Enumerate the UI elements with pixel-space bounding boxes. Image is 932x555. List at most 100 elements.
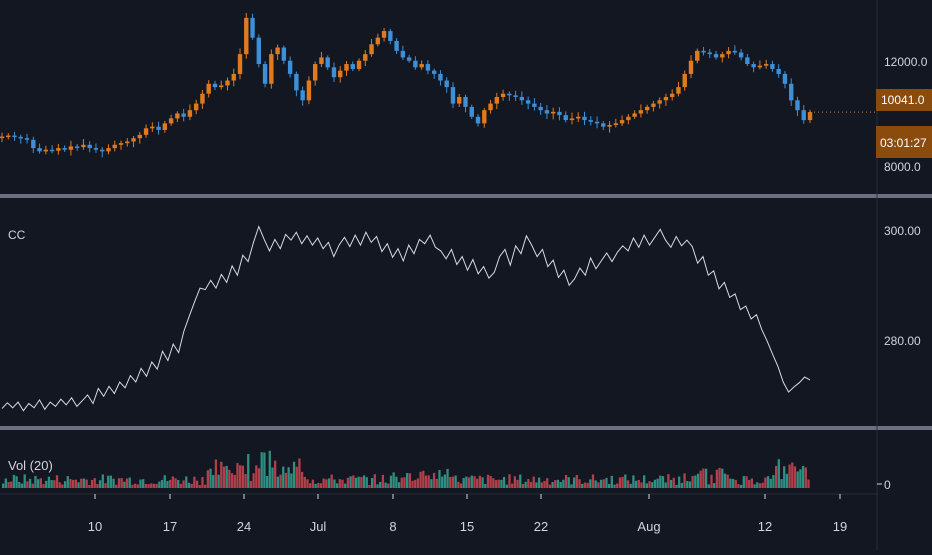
volume-bar [540,482,543,488]
volume-bar [546,478,549,488]
volume-bar [384,482,387,488]
countdown-badge: 03:01:27 [876,126,932,158]
price-candle [106,148,111,152]
volume-bar [90,479,94,488]
price-candle [18,136,23,139]
volume-bar [338,479,341,488]
volume-bar [745,476,748,488]
volume-bar [624,474,627,488]
price-candle [557,111,562,116]
volume-bar [529,481,533,488]
price-candle [100,149,105,152]
volume-bar [158,481,161,488]
price-candle [770,64,775,69]
volume-bar [125,478,129,488]
volume-bar [796,471,799,488]
price-candle [388,31,393,41]
volume-bar [626,480,630,488]
volume-bar [691,475,694,488]
price-candle [287,60,293,74]
time-scale[interactable]: 10 17 24 Jul 8 15 22 Aug 12 19 [88,494,847,534]
volume-bar [634,480,638,488]
volume-bar [435,478,438,488]
price-pane[interactable] [0,12,877,158]
volume-bar [680,482,684,488]
price-candle [726,50,731,55]
volume-bar [300,471,304,488]
volume-bar [214,459,218,488]
volume-bar [34,475,37,488]
volume-bar [82,478,86,488]
price-candle [281,47,287,61]
price-candle [795,100,800,111]
volume-bar [174,478,177,488]
volume-bar [247,454,250,488]
volume-bar [799,469,802,488]
volume-bar [23,474,26,488]
price-candle [670,93,675,97]
price-candle [789,83,794,101]
price-scale[interactable]: 12000.0 8000.0 10041.0 03:01:27 300.00 2… [876,55,932,492]
pane-separator-1[interactable] [0,194,932,198]
volume-bar [424,475,428,488]
volume-bar [109,475,113,488]
volume-bar [659,475,662,488]
price-candle [74,146,80,148]
volume-bar [715,469,719,488]
price-candle [713,54,719,58]
volume-bar [707,484,710,488]
volume-bar [581,483,584,488]
volume-bar [387,483,390,488]
cc-tick-280: 280.00 [884,334,921,348]
price-candle [137,134,142,139]
price-candle [688,60,694,74]
price-candle [619,120,625,124]
volume-bar [704,468,708,488]
volume-bar [688,481,692,488]
volume-bar [201,477,204,488]
volume-bar [602,479,605,488]
volume-bar [632,475,635,488]
volume-bar [489,475,492,488]
price-candle [632,113,637,117]
volume-bar [656,478,659,488]
volume-bar [144,484,148,488]
volume-bar [710,474,713,488]
volume-bar [163,475,166,488]
price-candle [757,65,763,68]
volume-bar [39,478,42,488]
volume-pane[interactable] [2,450,810,488]
price-candle [745,57,750,65]
volume-bar [298,458,301,488]
volume-bar [651,482,654,488]
volume-bar [543,480,546,488]
volume-bar [96,484,99,488]
pane-separator-2[interactable] [0,426,932,430]
price-candle [532,103,537,107]
volume-bar [241,465,244,488]
price-candle [801,110,806,121]
volume-bar [128,477,131,488]
volume-bar [739,484,743,488]
volume-bar [252,473,255,488]
volume-bar [152,483,156,488]
volume-bar [605,477,608,488]
volume-bar [753,484,756,488]
volume-bar [177,479,180,488]
price-tick-8000: 8000.0 [884,160,921,174]
volume-bar [15,476,18,488]
volume-bar [774,465,778,488]
volume-bar [222,466,226,488]
volume-bar [335,483,339,488]
volume-bar [344,483,347,488]
price-candle [81,144,86,148]
volume-bar [764,477,767,488]
cc-pane[interactable] [1,225,811,412]
volume-bar [325,479,328,488]
price-candle [525,100,531,104]
price-candle [350,64,355,69]
volume-bar [416,478,420,488]
price-candle [200,93,205,104]
volume-bar [147,484,150,488]
